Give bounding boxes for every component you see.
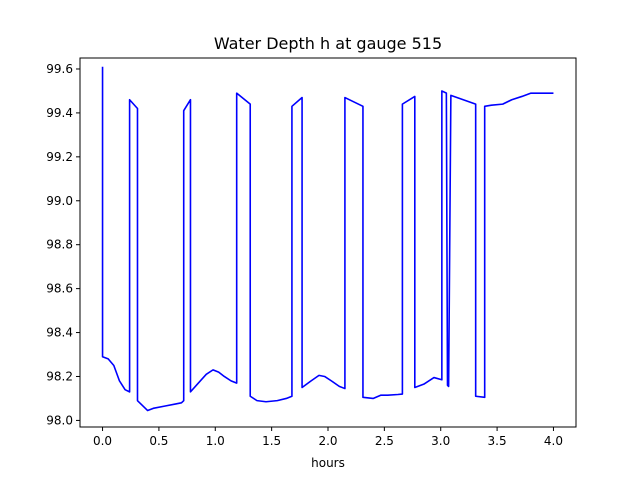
series-layer	[101, 66, 554, 412]
x-axis-label: hours	[311, 456, 345, 470]
x-tick-label: 1.0	[206, 434, 225, 448]
x-tick-label: 0.0	[93, 434, 112, 448]
y-tick-label: 98.6	[46, 282, 73, 296]
x-tick-label: 3.5	[488, 434, 507, 448]
x-tick-label: 4.0	[544, 434, 563, 448]
y-tick-label: 98.4	[46, 326, 73, 340]
y-tick-label: 98.0	[46, 413, 73, 427]
y-tick-label: 99.0	[46, 194, 73, 208]
x-tick-label: 1.5	[262, 434, 281, 448]
y-tick-label: 99.4	[46, 106, 73, 120]
x-tick-label: 2.5	[375, 434, 394, 448]
x-tick-label: 0.5	[149, 434, 168, 448]
chart-title: Water Depth h at gauge 515	[214, 34, 442, 53]
y-tick-label: 99.6	[46, 62, 73, 76]
y-tick-label: 98.8	[46, 238, 73, 252]
x-axis: 0.0 0.5 1.0 1.5 2.0 2.5 3.0 3.5 4.0	[93, 427, 563, 448]
x-tick-label: 2.0	[318, 434, 337, 448]
x-tick-label: 3.0	[431, 434, 450, 448]
series-line-0	[101, 66, 554, 412]
y-axis: 98.0 98.2 98.4 98.6 98.8 99.0 99.2 99.4 99.6	[46, 62, 80, 427]
y-tick-label: 99.2	[46, 150, 73, 164]
y-tick-label: 98.2	[46, 369, 73, 383]
